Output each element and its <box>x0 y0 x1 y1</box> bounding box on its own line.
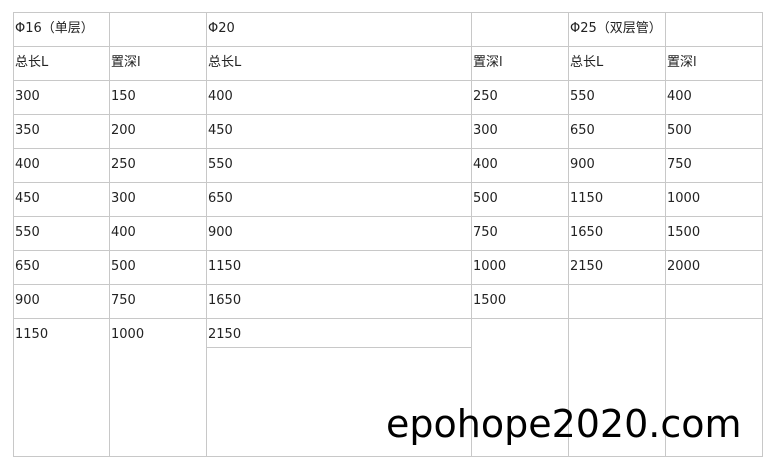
table-cell: 500 <box>667 123 692 138</box>
table-cell: 2150 <box>208 327 242 342</box>
table-cell: 1000 <box>667 191 701 206</box>
table-cell: 900 <box>15 293 40 308</box>
row-divider <box>13 148 763 149</box>
column-divider <box>762 12 763 456</box>
table-cell: 750 <box>473 225 498 240</box>
column-header: 置深l <box>667 55 697 70</box>
table-cell: 250 <box>473 89 498 104</box>
group-header: Φ25（双层管） <box>570 21 662 36</box>
table-cell: 650 <box>208 191 233 206</box>
row-divider <box>13 12 763 13</box>
row-divider <box>206 347 471 348</box>
group-header: Φ20 <box>208 21 235 36</box>
column-header: 总长L <box>208 55 242 70</box>
column-divider <box>665 12 666 456</box>
table-cell: 300 <box>15 89 40 104</box>
row-divider <box>13 80 763 81</box>
column-divider <box>13 12 14 456</box>
table-cell: 750 <box>667 157 692 172</box>
row-divider <box>13 182 763 183</box>
table-cell: 300 <box>111 191 136 206</box>
table-cell: 200 <box>111 123 136 138</box>
watermark: epohope2020.com <box>386 402 742 446</box>
column-divider <box>471 12 472 456</box>
table-cell: 400 <box>473 157 498 172</box>
row-divider <box>13 284 763 285</box>
column-header: 总长L <box>15 55 49 70</box>
row-divider <box>13 216 763 217</box>
table-cell: 450 <box>208 123 233 138</box>
table-cell: 900 <box>208 225 233 240</box>
row-divider <box>13 250 763 251</box>
table-cell: 1500 <box>667 225 701 240</box>
table-cell: 500 <box>111 259 136 274</box>
table-cell: 500 <box>473 191 498 206</box>
table-cell: 2150 <box>570 259 604 274</box>
table-cell: 400 <box>208 89 233 104</box>
column-divider <box>206 12 207 456</box>
table-cell: 450 <box>15 191 40 206</box>
column-header: 置深l <box>473 55 503 70</box>
column-divider <box>568 12 569 456</box>
table-cell: 300 <box>473 123 498 138</box>
table-cell: 2000 <box>667 259 701 274</box>
table-cell: 900 <box>570 157 595 172</box>
table-cell: 1150 <box>570 191 604 206</box>
table-cell: 1150 <box>208 259 242 274</box>
table-cell: 250 <box>111 157 136 172</box>
table-cell: 1000 <box>111 327 145 342</box>
table-cell: 550 <box>570 89 595 104</box>
table-cell: 350 <box>15 123 40 138</box>
table-cell: 1000 <box>473 259 507 274</box>
table-cell: 400 <box>111 225 136 240</box>
table-cell: 550 <box>208 157 233 172</box>
table-cell: 650 <box>570 123 595 138</box>
group-header: Φ16（单层） <box>15 21 94 36</box>
row-divider <box>13 46 763 47</box>
column-divider <box>109 12 110 456</box>
table-cell: 1650 <box>570 225 604 240</box>
table-cell: 750 <box>111 293 136 308</box>
row-divider <box>13 456 763 457</box>
table-cell: 650 <box>15 259 40 274</box>
table-cell: 150 <box>111 89 136 104</box>
column-header: 总长L <box>570 55 604 70</box>
table-cell: 550 <box>15 225 40 240</box>
column-header: 置深l <box>111 55 141 70</box>
table-cell: 1650 <box>208 293 242 308</box>
table-cell: 400 <box>15 157 40 172</box>
row-divider <box>13 318 763 319</box>
table-cell: 400 <box>667 89 692 104</box>
row-divider <box>13 114 763 115</box>
table-cell: 1500 <box>473 293 507 308</box>
table-cell: 1150 <box>15 327 49 342</box>
